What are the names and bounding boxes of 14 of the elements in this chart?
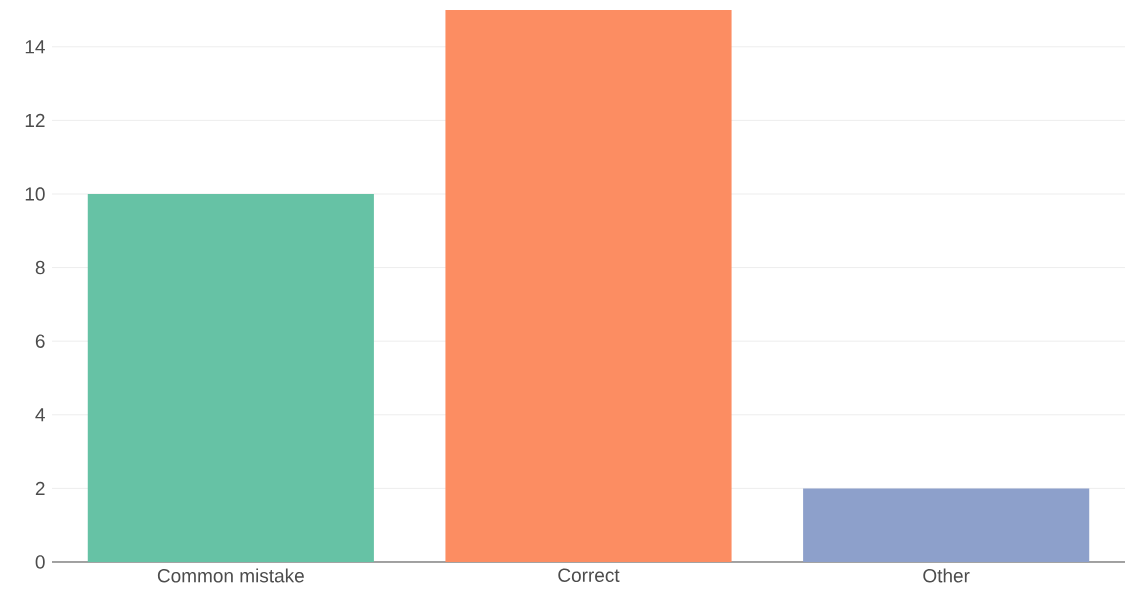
- y-tick-label: 0: [35, 555, 45, 569]
- x-tick-label: Common mistake: [157, 568, 304, 583]
- bar: [803, 488, 1090, 562]
- x-tick-label: Correct: [558, 568, 620, 582]
- bar: [445, 9, 732, 562]
- x-tick-label: Other: [923, 568, 970, 583]
- bar: [87, 193, 374, 562]
- y-tick-label: 4: [35, 408, 45, 422]
- y-tick-label: 2: [35, 481, 45, 496]
- y-tick-label: 14: [25, 40, 45, 54]
- y-tick-label: 10: [25, 187, 45, 201]
- y-tick-label: 8: [35, 260, 45, 275]
- y-tick-label: 12: [25, 113, 45, 128]
- y-tick-label: 6: [35, 334, 45, 348]
